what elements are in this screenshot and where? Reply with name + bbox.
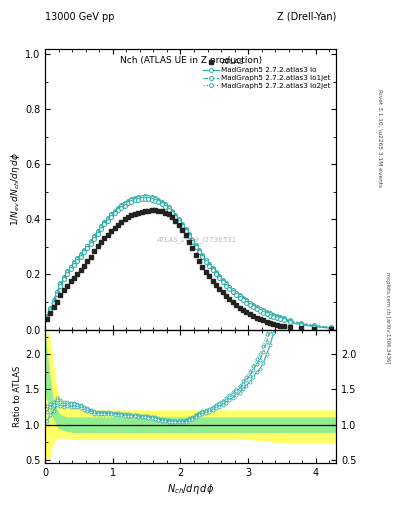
ATLAS bbox=[44, 316, 49, 322]
ATLAS bbox=[244, 309, 249, 315]
MadGraph5 2.7.2.atlas3 lo2jet bbox=[143, 193, 147, 199]
MadGraph5 2.7.2.atlas3 lo1jet bbox=[237, 293, 242, 300]
Y-axis label: Ratio to ATLAS: Ratio to ATLAS bbox=[13, 366, 22, 427]
MadGraph5 2.7.2.atlas3 lo2jet bbox=[237, 292, 242, 298]
MadGraph5 2.7.2.atlas3 lo2jet bbox=[254, 304, 259, 310]
Y-axis label: $1/N_{ev}\,dN_{ch}/d\eta\,d\phi$: $1/N_{ev}\,dN_{ch}/d\eta\,d\phi$ bbox=[9, 152, 22, 226]
MadGraph5 2.7.2.atlas3 lo1jet bbox=[44, 314, 49, 321]
ATLAS bbox=[248, 311, 252, 317]
MadGraph5 2.7.2.atlas3 lo bbox=[271, 314, 276, 320]
MadGraph5 2.7.2.atlas3 lo1jet bbox=[65, 269, 70, 275]
ATLAS bbox=[237, 305, 242, 311]
Text: mcplots.cern.ch [arXiv:1306.3436]: mcplots.cern.ch [arXiv:1306.3436] bbox=[385, 272, 389, 363]
MadGraph5 2.7.2.atlas3 lo2jet bbox=[65, 268, 70, 274]
Line: MadGraph5 2.7.2.atlas3 lo1jet: MadGraph5 2.7.2.atlas3 lo1jet bbox=[45, 195, 333, 330]
X-axis label: $N_{ch}/d\eta\,d\phi$: $N_{ch}/d\eta\,d\phi$ bbox=[167, 482, 214, 497]
Legend: ATLAS, MadGraph5 2.7.2.atlas3 lo, MadGraph5 2.7.2.atlas3 lo1jet, MadGraph5 2.7.2: ATLAS, MadGraph5 2.7.2.atlas3 lo, MadGra… bbox=[201, 58, 332, 91]
MadGraph5 2.7.2.atlas3 lo2jet bbox=[244, 297, 249, 304]
MadGraph5 2.7.2.atlas3 lo bbox=[143, 196, 147, 202]
MadGraph5 2.7.2.atlas3 lo bbox=[44, 315, 49, 322]
Text: Z (Drell-Yan): Z (Drell-Yan) bbox=[277, 11, 336, 22]
MadGraph5 2.7.2.atlas3 lo bbox=[329, 325, 333, 331]
MadGraph5 2.7.2.atlas3 lo1jet bbox=[329, 325, 333, 331]
ATLAS bbox=[65, 283, 70, 289]
ATLAS bbox=[149, 207, 154, 214]
MadGraph5 2.7.2.atlas3 lo bbox=[65, 271, 70, 277]
MadGraph5 2.7.2.atlas3 lo1jet bbox=[244, 298, 249, 304]
MadGraph5 2.7.2.atlas3 lo2jet bbox=[44, 313, 49, 319]
MadGraph5 2.7.2.atlas3 lo1jet bbox=[143, 194, 147, 200]
MadGraph5 2.7.2.atlas3 lo bbox=[244, 300, 249, 306]
Text: Rivet 3.1.10, \u2265 3.1M events: Rivet 3.1.10, \u2265 3.1M events bbox=[378, 89, 383, 187]
Line: MadGraph5 2.7.2.atlas3 lo2jet: MadGraph5 2.7.2.atlas3 lo2jet bbox=[45, 195, 333, 329]
MadGraph5 2.7.2.atlas3 lo1jet bbox=[248, 301, 252, 307]
MadGraph5 2.7.2.atlas3 lo bbox=[254, 306, 259, 312]
Text: 13000 GeV pp: 13000 GeV pp bbox=[45, 11, 115, 22]
Text: ATLAS_2019_I1736531: ATLAS_2019_I1736531 bbox=[156, 237, 237, 243]
Line: ATLAS: ATLAS bbox=[44, 208, 333, 332]
MadGraph5 2.7.2.atlas3 lo1jet bbox=[254, 305, 259, 311]
ATLAS bbox=[254, 315, 259, 321]
Line: MadGraph5 2.7.2.atlas3 lo: MadGraph5 2.7.2.atlas3 lo bbox=[45, 197, 333, 330]
MadGraph5 2.7.2.atlas3 lo2jet bbox=[271, 312, 276, 318]
MadGraph5 2.7.2.atlas3 lo bbox=[237, 294, 242, 301]
MadGraph5 2.7.2.atlas3 lo2jet bbox=[329, 324, 333, 330]
ATLAS bbox=[329, 326, 333, 332]
MadGraph5 2.7.2.atlas3 lo bbox=[248, 302, 252, 308]
MadGraph5 2.7.2.atlas3 lo1jet bbox=[271, 312, 276, 318]
Text: Nch (ATLAS UE in Z production): Nch (ATLAS UE in Z production) bbox=[119, 56, 262, 65]
ATLAS bbox=[271, 321, 276, 327]
MadGraph5 2.7.2.atlas3 lo2jet bbox=[248, 300, 252, 306]
